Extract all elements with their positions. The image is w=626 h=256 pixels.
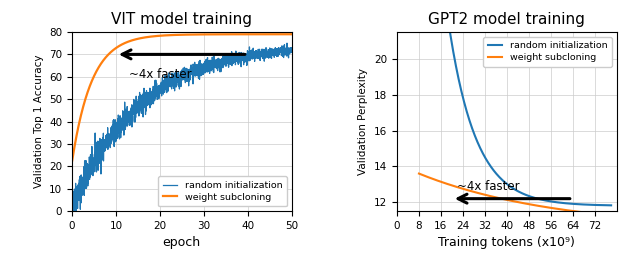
weight subcloning [175,33,183,36]
weight subcloning [288,33,295,36]
X-axis label: Training tokens (x10⁹): Training tokens (x10⁹) [438,237,575,250]
random initialization [80,187,87,190]
random initialization [68,200,76,204]
weight subcloning [603,214,610,217]
random initialization [530,196,537,199]
weight subcloning [573,210,580,213]
random initialization [283,42,290,45]
random initialization [241,56,249,59]
weight subcloning [80,104,87,108]
Line: random initialization: random initialization [419,0,611,205]
weight subcloning [519,201,526,205]
weight subcloning [415,172,423,175]
random initialization [508,186,515,189]
random initialization [607,204,615,207]
random initialization [70,210,78,213]
Title: GPT2 model training: GPT2 model training [428,12,585,27]
random initialization [506,185,514,188]
random initialization [573,202,580,206]
Line: random initialization: random initialization [72,43,292,211]
random initialization [288,51,295,54]
weight subcloning [169,34,177,37]
random initialization [603,204,610,207]
random initialization [175,80,183,83]
Line: weight subcloning: weight subcloning [72,34,292,161]
weight subcloning [530,204,537,207]
weight subcloning [281,33,289,36]
weight subcloning [508,199,515,202]
weight subcloning [506,199,514,202]
random initialization [282,49,289,52]
Y-axis label: Validation Top 1 Accuracy: Validation Top 1 Accuracy [34,55,44,188]
random initialization [170,76,177,79]
Legend: random initialization, weight subcloning: random initialization, weight subcloning [158,176,287,207]
Y-axis label: Validation Perplexity: Validation Perplexity [359,68,369,175]
random initialization [519,192,526,195]
weight subcloning [241,33,249,36]
Text: ~4x faster: ~4x faster [129,68,192,81]
Text: ~4x faster: ~4x faster [458,180,520,193]
weight subcloning [68,159,76,162]
X-axis label: epoch: epoch [163,237,201,250]
weight subcloning [607,214,615,217]
Title: VIT model training: VIT model training [111,12,252,27]
weight subcloning [282,33,289,36]
Legend: random initialization, weight subcloning: random initialization, weight subcloning [483,37,612,67]
random initialization [282,50,289,54]
Line: weight subcloning: weight subcloning [419,174,611,215]
